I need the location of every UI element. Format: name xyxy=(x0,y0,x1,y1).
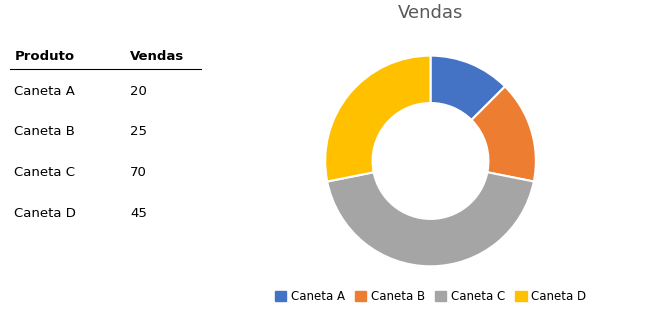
Wedge shape xyxy=(472,86,536,182)
Text: Caneta A: Caneta A xyxy=(14,85,75,98)
Legend: Caneta A, Caneta B, Caneta C, Caneta D: Caneta A, Caneta B, Caneta C, Caneta D xyxy=(270,286,591,308)
Text: 20: 20 xyxy=(130,85,147,98)
Text: Produto: Produto xyxy=(14,50,74,63)
Text: 70: 70 xyxy=(130,166,147,179)
Wedge shape xyxy=(430,55,505,120)
Text: Caneta C: Caneta C xyxy=(14,166,75,179)
Title: Vendas: Vendas xyxy=(398,4,463,22)
Wedge shape xyxy=(327,172,534,266)
Text: Vendas: Vendas xyxy=(130,50,184,63)
Text: 25: 25 xyxy=(130,126,147,138)
Text: Caneta B: Caneta B xyxy=(14,126,75,138)
Text: 45: 45 xyxy=(130,207,147,220)
Wedge shape xyxy=(325,55,430,182)
Text: Caneta D: Caneta D xyxy=(14,207,76,220)
